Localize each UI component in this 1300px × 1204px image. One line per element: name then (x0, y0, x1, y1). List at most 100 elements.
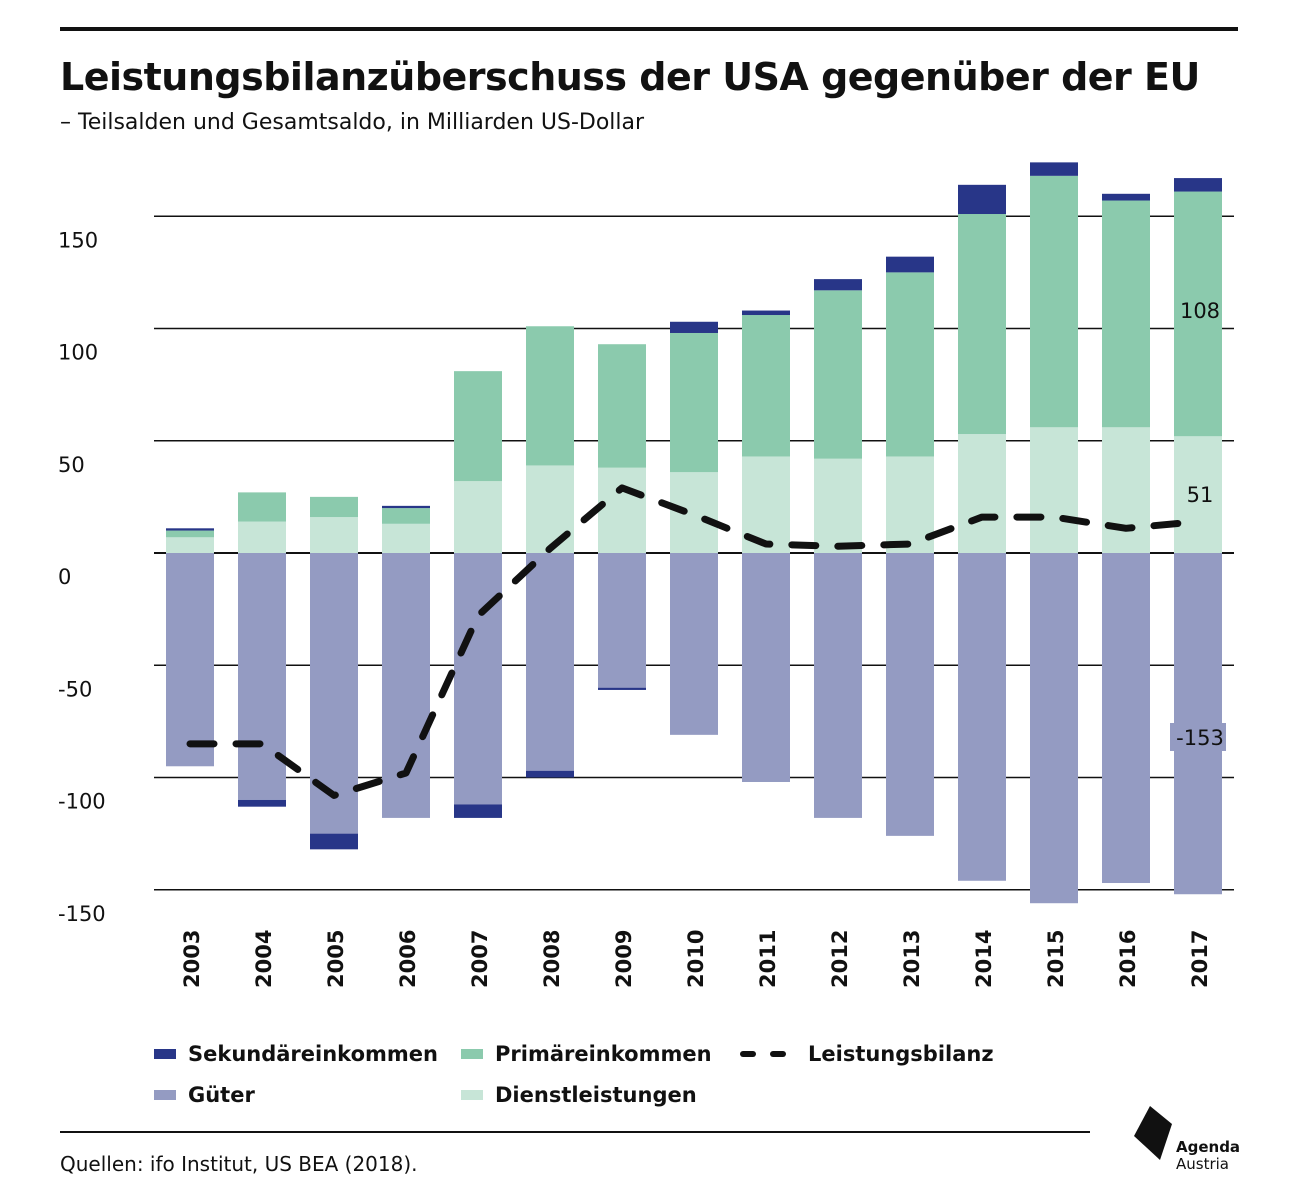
chart-title: Leistungsbilanzüberschuss der USA gegenü… (60, 55, 1200, 99)
bar-goods (598, 553, 646, 688)
bar-goods (814, 553, 862, 818)
bar-primary (1174, 191, 1222, 437)
bar-services (526, 465, 574, 553)
bar-primary (1030, 175, 1078, 428)
legend-balance-swatch (740, 1048, 794, 1060)
bar-primary (382, 508, 430, 524)
bar-services (1030, 427, 1078, 553)
logo-text-austria: Austria (1176, 1155, 1229, 1173)
bar-secondary (1030, 162, 1078, 176)
bar-primary (526, 326, 574, 466)
bar-goods (526, 553, 574, 771)
bar-goods (454, 553, 502, 805)
bar-secondary (382, 505, 430, 509)
y-tick-label: 50 (58, 453, 85, 477)
bar-services (1174, 436, 1222, 553)
annotation-label: -153 (1176, 726, 1224, 750)
x-tick-label: 2006 (396, 930, 420, 988)
annotation-label: 108 (1180, 299, 1220, 323)
bar-primary (166, 530, 214, 538)
bar-secondary (1174, 178, 1222, 192)
line-balance (186, 484, 1202, 799)
x-tick-label: 2004 (252, 930, 276, 988)
bar-secondary (886, 256, 934, 273)
source-note: Quellen: ifo Institut, US BEA (2018). (60, 1152, 418, 1176)
bar-primary (310, 496, 358, 518)
x-tick-label: 2013 (900, 930, 924, 988)
x-tick-label: 2015 (1044, 930, 1068, 988)
bar-primary (454, 371, 502, 482)
bar-secondary (310, 833, 358, 850)
bar-secondary (166, 528, 214, 531)
y-tick-label: 0 (58, 565, 71, 589)
bar-secondary (238, 799, 286, 807)
x-tick-label: 2008 (540, 930, 564, 988)
legend-balance-label: Leistungsbilanz (808, 1042, 994, 1066)
x-tick-label: 2017 (1188, 930, 1212, 988)
x-tick-label: 2009 (612, 930, 636, 988)
bar-primary (670, 332, 718, 473)
bar-goods (1102, 553, 1150, 884)
bar-secondary (958, 184, 1006, 215)
agenda-austria-logo-icon (1134, 1106, 1172, 1160)
bar-services (166, 537, 214, 553)
bar-primary (886, 272, 934, 457)
legend-secondary-label: Sekundäreinkommen (188, 1042, 438, 1066)
bar-services (454, 481, 502, 553)
annotation-label: 51 (1187, 483, 1214, 507)
y-tick-label: -150 (58, 902, 106, 926)
bar-primary (598, 344, 646, 468)
bar-primary (742, 315, 790, 457)
bar-secondary (814, 279, 862, 291)
legend-goods-label: Güter (188, 1083, 255, 1107)
bar-services (382, 523, 430, 553)
legend-balance: Leistungsbilanz (740, 1042, 994, 1066)
bar-primary (958, 214, 1006, 435)
legend-primary-label: Primäreinkommen (495, 1042, 712, 1066)
bar-goods (670, 553, 718, 735)
bar-services (670, 472, 718, 553)
legend-goods: Güter (154, 1083, 255, 1107)
bar-secondary (526, 770, 574, 778)
x-tick-label: 2003 (180, 930, 204, 988)
bottom-rule (60, 1131, 1090, 1133)
bar-secondary (454, 804, 502, 818)
bar-goods (742, 553, 790, 782)
bar-services (958, 434, 1006, 553)
x-tick-label: 2016 (1116, 930, 1140, 988)
x-tick-label: 2010 (684, 930, 708, 988)
bar-primary (814, 290, 862, 459)
x-tick-label: 2005 (324, 930, 348, 988)
chart-subtitle: – Teilsalden und Gesamtsaldo, in Milliar… (60, 110, 645, 135)
legend-secondary: Sekundäreinkommen (154, 1042, 438, 1066)
chart-canvas: 150 100 50 0 -50 -100 -150 2003 2004 2005 2006 2007… (58, 162, 1234, 988)
annotation-bg (1170, 723, 1226, 751)
legend-primary: Primäreinkommen (461, 1042, 712, 1066)
bar-services (598, 467, 646, 553)
x-tick-label: 2014 (972, 930, 996, 988)
legend-services: Dienstleistungen (461, 1083, 697, 1107)
bar-goods (958, 553, 1006, 881)
bar-services (814, 458, 862, 553)
bar-services (310, 517, 358, 553)
legend-services-label: Dienstleistungen (495, 1083, 697, 1107)
bar-primary (238, 492, 286, 522)
bar-services (238, 521, 286, 553)
bar-goods (886, 553, 934, 836)
logo-text-agenda: Agenda (1176, 1138, 1241, 1156)
bar-secondary (598, 687, 646, 690)
y-tick-label: -50 (58, 677, 92, 701)
bar-secondary (742, 310, 790, 316)
bar-goods (1030, 553, 1078, 904)
y-tick-label: 100 (58, 341, 98, 365)
x-tick-label: 2011 (756, 930, 780, 988)
legend-primary-swatch (461, 1049, 483, 1059)
legend-services-swatch (461, 1090, 483, 1100)
x-tick-label: 2007 (468, 930, 492, 988)
bar-goods (382, 553, 430, 818)
top-rule (60, 27, 1238, 31)
legend-secondary-swatch (154, 1049, 176, 1059)
bar-goods (238, 553, 286, 800)
bar-secondary (670, 321, 718, 333)
y-tick-label: -100 (58, 790, 106, 814)
